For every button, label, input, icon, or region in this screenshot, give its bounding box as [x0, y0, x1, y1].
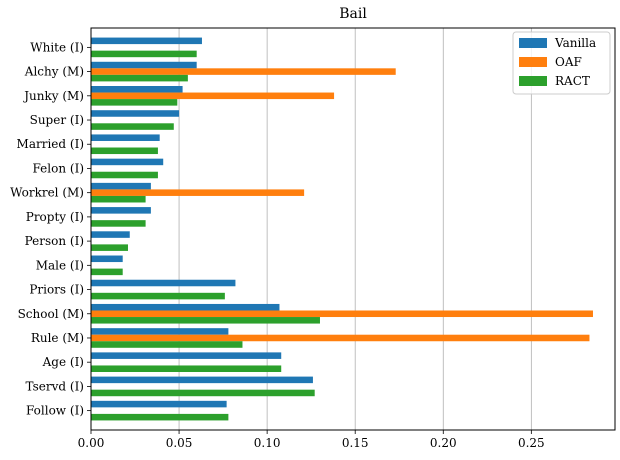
bar-ract	[91, 244, 128, 251]
bar-vanilla	[91, 328, 229, 335]
bar-vanilla	[91, 134, 160, 141]
bar-ract	[91, 123, 174, 130]
bar-ract	[91, 317, 320, 324]
bar-vanilla	[91, 255, 123, 263]
bars	[91, 37, 593, 421]
bar-vanilla	[91, 110, 180, 117]
bar-ract	[91, 292, 225, 300]
bar-ract	[91, 220, 146, 227]
y-tick-label: White (I)	[30, 40, 84, 54]
bar-vanilla	[91, 61, 197, 69]
bar-vanilla	[91, 231, 130, 238]
y-tick-label: Tservd (I)	[25, 379, 84, 393]
x-tick-label: 0.15	[342, 436, 369, 450]
x-tick-label: 0.20	[430, 436, 457, 450]
bar-ract	[91, 413, 229, 421]
x-tick-label: 0.00	[78, 436, 105, 450]
legend-label: OAF	[555, 55, 582, 69]
bar-vanilla	[91, 37, 202, 45]
bar-vanilla	[91, 207, 151, 214]
bar-ract	[91, 365, 282, 373]
bar-ract	[91, 195, 146, 203]
bar-vanilla	[91, 279, 236, 287]
bar-vanilla	[91, 303, 280, 311]
bar-oaf	[91, 189, 305, 196]
y-tick-label: Male (I)	[36, 258, 84, 272]
legend-label: Vanilla	[554, 36, 596, 50]
y-tick-label: Alchy (M)	[24, 65, 84, 79]
legend-swatch	[519, 76, 547, 86]
bar-vanilla	[91, 85, 183, 93]
bar-vanilla	[91, 376, 313, 384]
bar-vanilla	[91, 352, 282, 359]
bar-ract	[91, 171, 158, 179]
chart-title: Bail	[339, 6, 367, 22]
bar-ract	[91, 341, 243, 348]
bar-ract	[91, 74, 188, 82]
y-tick-label: Junky (M)	[22, 89, 84, 103]
y-tick-label: Priors (I)	[29, 283, 84, 297]
y-tick-label: Propty (I)	[26, 210, 84, 224]
bar-ract	[91, 50, 197, 58]
y-tick-label: Felon (I)	[33, 161, 84, 175]
bar-ract	[91, 147, 158, 155]
bar-oaf	[91, 92, 335, 100]
legend-label: RACT	[555, 74, 590, 88]
y-tick-label: Rule (M)	[31, 331, 84, 345]
bar-vanilla	[91, 158, 164, 166]
bar-ract	[91, 389, 315, 397]
y-tick-label: Super (I)	[30, 113, 84, 127]
bar-oaf	[91, 68, 396, 75]
bar-ract	[91, 99, 178, 106]
legend-swatch	[519, 38, 547, 48]
x-tick-label: 0.05	[166, 436, 193, 450]
x-axis: 0.00 0.05 0.10 0.15 0.20 0.25	[78, 430, 545, 450]
y-axis: White (I) Alchy (M) Junky (M) Super (I) Marr…	[10, 40, 91, 418]
y-tick-label: Person (I)	[25, 234, 84, 248]
bar-vanilla	[91, 182, 151, 190]
x-tick-label: 0.10	[254, 436, 281, 450]
y-tick-label: Married (I)	[17, 137, 84, 151]
legend-swatch	[519, 57, 547, 67]
y-tick-label: School (M)	[18, 307, 84, 321]
bar-ract	[91, 268, 123, 276]
x-tick-label: 0.25	[518, 436, 545, 450]
y-tick-label: Follow (I)	[26, 404, 84, 418]
bar-oaf	[91, 310, 593, 318]
legend: Vanilla OAF RACT	[512, 31, 611, 95]
plot-frame	[90, 27, 616, 431]
y-tick-label: Age (I)	[42, 355, 84, 369]
bar-oaf	[91, 334, 590, 342]
bar-vanilla	[91, 400, 227, 408]
y-tick-label: Workrel (M)	[10, 186, 84, 200]
